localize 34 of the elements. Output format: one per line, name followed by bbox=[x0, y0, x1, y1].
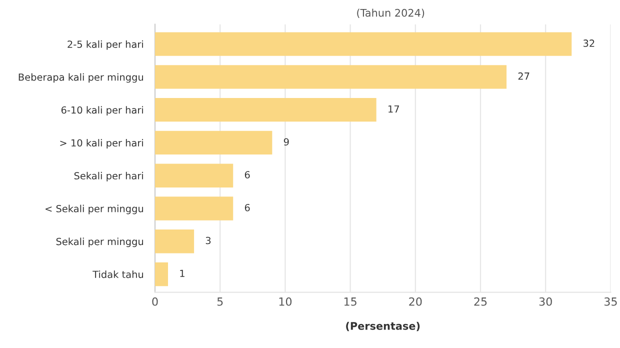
data-label: 32 bbox=[583, 40, 594, 47]
data-label: 6 bbox=[244, 171, 250, 178]
chart-subtitle: (Tahun 2024) bbox=[357, 8, 424, 18]
x-tick-label: 0 bbox=[152, 297, 158, 306]
bar bbox=[155, 230, 194, 254]
bar bbox=[155, 32, 572, 56]
x-tick-label: 20 bbox=[409, 297, 422, 306]
data-label: 27 bbox=[518, 72, 530, 80]
data-label: 17 bbox=[388, 105, 399, 113]
x-tick-label: 15 bbox=[344, 298, 356, 306]
y-tick-label: Beberapa kali per minggu bbox=[18, 73, 144, 83]
bar bbox=[155, 130, 272, 155]
y-tick-label: Sekali per minggu bbox=[56, 238, 144, 248]
bar bbox=[155, 98, 376, 122]
x-tick-label: 5 bbox=[217, 298, 223, 306]
data-label: 3 bbox=[206, 236, 211, 244]
y-tick-label: Tidak tahu bbox=[92, 270, 144, 278]
y-tick-label: < Sekali per minggu bbox=[46, 204, 144, 214]
x-tick-label: 35 bbox=[604, 297, 617, 306]
data-label: 1 bbox=[180, 270, 184, 277]
y-tick-label: Sekali per hari bbox=[74, 172, 143, 182]
x-tick-label: 25 bbox=[474, 297, 487, 306]
y-tick-label: 2-5 kali per hari bbox=[68, 40, 143, 50]
bar bbox=[155, 164, 234, 188]
y-tick-label: > 10 kali per hari bbox=[60, 139, 143, 148]
bar bbox=[155, 196, 234, 220]
x-axis-title: (Persentase) bbox=[346, 322, 420, 332]
x-tick-label: 30 bbox=[539, 297, 552, 306]
x-tick-label: 10 bbox=[279, 297, 292, 306]
data-label: 9 bbox=[284, 138, 289, 146]
bar bbox=[155, 65, 507, 89]
y-tick-label: 6-10 kali per hari bbox=[61, 106, 143, 116]
bar bbox=[155, 262, 168, 286]
data-label: 6 bbox=[244, 204, 250, 212]
